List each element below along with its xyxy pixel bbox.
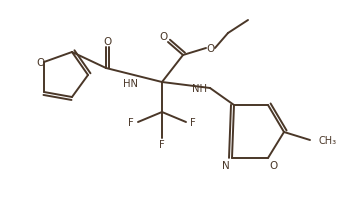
Text: NH: NH — [193, 84, 207, 94]
Text: CH₃: CH₃ — [319, 136, 337, 146]
Text: F: F — [159, 140, 165, 150]
Text: N: N — [222, 161, 230, 171]
Text: F: F — [190, 118, 196, 128]
Text: O: O — [36, 58, 44, 68]
Text: O: O — [160, 32, 168, 42]
Text: O: O — [207, 44, 215, 54]
Text: HN: HN — [123, 79, 139, 89]
Text: O: O — [270, 161, 278, 171]
Text: F: F — [128, 118, 134, 128]
Text: O: O — [104, 37, 112, 47]
